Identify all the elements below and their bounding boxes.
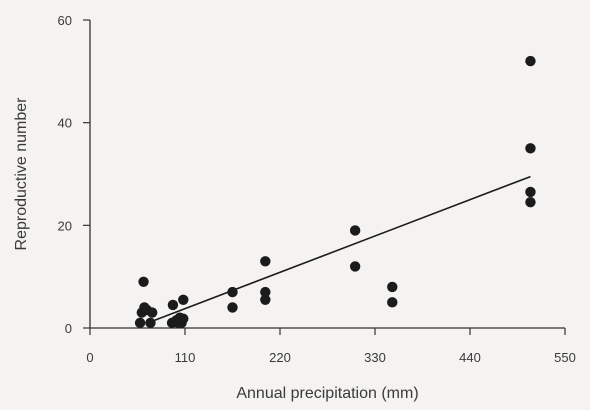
data-point [349, 261, 361, 272]
y-tick-label: 60 [58, 13, 72, 28]
x-tick-label: 330 [364, 350, 386, 365]
data-point [227, 286, 238, 298]
x-tick-label: 550 [554, 350, 576, 365]
data-point [167, 299, 179, 311]
data-point [525, 197, 536, 208]
data-point [178, 313, 189, 324]
y-tick-label: 20 [58, 218, 72, 233]
data-point [525, 143, 536, 154]
data-point [227, 302, 238, 313]
x-tick-label: 220 [269, 350, 291, 365]
data-point [146, 307, 158, 318]
x-tick-label: 440 [459, 350, 481, 365]
data-point [525, 55, 536, 67]
data-point [387, 297, 398, 308]
y-tick-label: 40 [58, 116, 72, 131]
data-point [260, 286, 271, 298]
trendline-layer [150, 175, 531, 323]
y-tick-label: 0 [65, 321, 72, 336]
data-point [134, 317, 146, 329]
data-point [349, 225, 361, 236]
data-point [260, 294, 271, 305]
x-tick-label: 110 [175, 350, 196, 365]
data-point [387, 281, 398, 293]
x-axis-label: Annual precipitation (mm) [236, 385, 418, 402]
data-point [138, 276, 149, 287]
axes-layer: 0 110 220 330 440 550 0 20 40 60 [58, 13, 576, 365]
y-axis-label: Reproductive number [13, 97, 30, 251]
trendline [150, 175, 531, 323]
data-point [178, 294, 189, 305]
x-tick-label: 0 [86, 350, 93, 365]
data-point [260, 256, 271, 267]
points-layer [134, 55, 536, 329]
data-point [145, 317, 156, 329]
data-point [525, 186, 536, 198]
